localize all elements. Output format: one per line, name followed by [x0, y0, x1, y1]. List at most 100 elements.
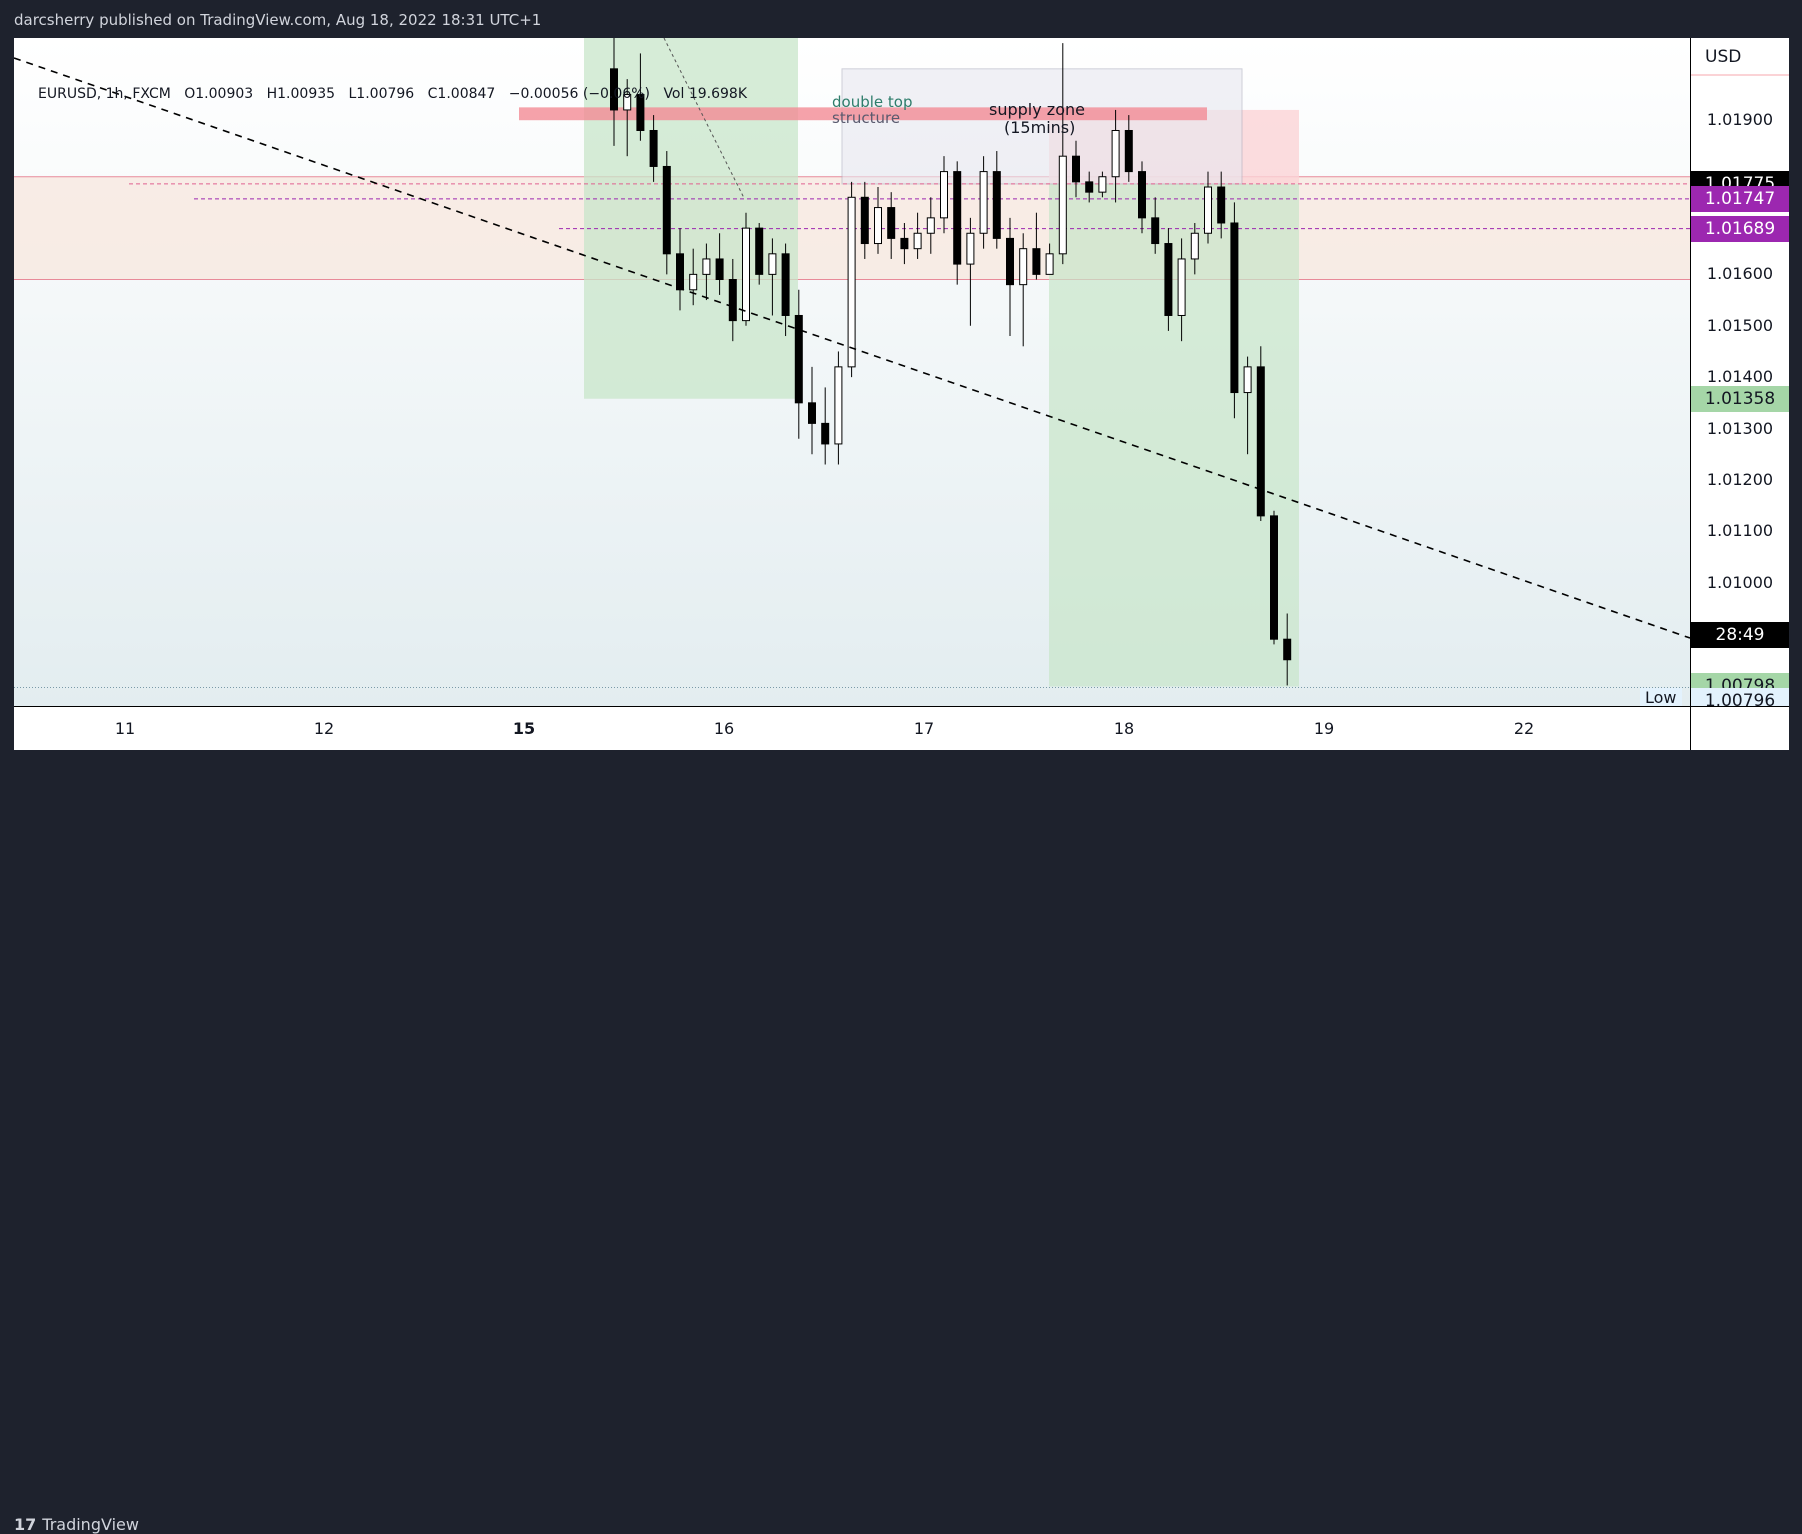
candle-body	[966, 232, 975, 265]
low-label: Low	[1640, 688, 1682, 707]
resistance-bar	[519, 107, 1207, 121]
candle-body	[821, 422, 830, 445]
candle-body	[768, 253, 777, 275]
zone-marker	[1691, 74, 1789, 76]
tv-brand: TradingView	[42, 1515, 139, 1534]
candle-body	[1164, 243, 1173, 316]
legend-close: C1.00847	[427, 86, 496, 102]
time-tick-label: 18	[1113, 719, 1135, 738]
time-tick-label: 22	[1513, 719, 1535, 738]
candle-body	[794, 314, 803, 404]
candle-body	[926, 217, 935, 234]
candle-body	[649, 129, 658, 167]
candle-body	[1217, 186, 1226, 224]
trend-line	[14, 57, 1690, 639]
candle-body	[781, 253, 790, 316]
candle-body	[1190, 232, 1199, 260]
annotation-double-top[interactable]: double top	[832, 93, 913, 111]
price-tick-label: 1.01400	[1706, 367, 1774, 387]
tradingview-logo[interactable]: 17 TradingView	[14, 1515, 139, 1534]
candle-body	[913, 232, 922, 250]
legend-volume: Vol 19.698K	[663, 86, 747, 102]
candle-body	[1045, 253, 1054, 275]
candle-body	[702, 258, 711, 275]
legend-high: H1.00935	[266, 86, 336, 102]
candle-body	[874, 207, 882, 245]
candle-body	[755, 227, 764, 275]
price-tick-label: 1.01300	[1706, 418, 1774, 438]
time-tick-label: 12	[313, 719, 335, 738]
candle-body	[834, 366, 843, 445]
candle-body	[808, 402, 816, 424]
candle-body	[1283, 638, 1292, 661]
candle-body	[1058, 155, 1067, 255]
candle-body	[1138, 171, 1146, 219]
time-tick-label: 17	[913, 719, 935, 738]
price-chart[interactable]	[14, 38, 1690, 706]
candle-body	[1151, 217, 1160, 245]
price-axis[interactable]: USD 1.01900 1.01600 1.01500 1.01400 1.01300 1…	[1690, 38, 1789, 714]
candle-body	[1085, 181, 1094, 193]
footer-bar: 17 TradingView	[0, 750, 1802, 1534]
candle-body	[900, 237, 909, 250]
candle-body	[847, 196, 856, 368]
candle-body	[1032, 248, 1041, 275]
candle-body	[1072, 155, 1080, 183]
candle-body	[1124, 129, 1133, 173]
candle-body	[636, 94, 645, 131]
candle-body	[1177, 258, 1186, 316]
candle-body	[1230, 222, 1239, 394]
price-tag: 1.01747	[1691, 185, 1789, 212]
candle-body	[610, 68, 618, 111]
publisher-bar: darcsherry published on TradingView.com,…	[0, 0, 1802, 38]
legend-low: L1.00796	[348, 86, 415, 102]
candle-body	[1270, 515, 1278, 640]
candle-body	[662, 165, 671, 255]
double-top-box	[841, 68, 1243, 185]
currency-label: USD	[1705, 47, 1742, 67]
candle-body	[676, 253, 684, 291]
countdown-tag: 28:49	[1691, 622, 1789, 648]
price-tick-label: 1.01100	[1706, 521, 1774, 541]
candle-body	[715, 258, 724, 281]
candle-body	[1019, 248, 1028, 286]
candle-body	[1006, 237, 1014, 286]
price-tick-label: 1.01000	[1706, 572, 1774, 592]
candle-body	[1256, 366, 1265, 517]
candle-body	[728, 279, 737, 322]
candle-body	[953, 171, 962, 265]
legend-open: O1.00903	[184, 86, 254, 102]
price-tick-label: 1.01600	[1706, 264, 1774, 284]
candle-body	[979, 171, 988, 234]
price-tag: 1.01358	[1691, 385, 1789, 412]
candle-body	[689, 273, 698, 291]
legend-symbol: EURUSD, 1h, FXCM	[38, 86, 171, 102]
time-tick-label: 15	[512, 719, 536, 738]
time-tick-label: 11	[114, 719, 136, 738]
price-tick-label: 1.01200	[1706, 469, 1774, 489]
annotation-structure[interactable]: structure	[832, 109, 901, 127]
candle-body	[1243, 366, 1252, 394]
chart-pane[interactable]: EURUSD, 1h, FXCM O1.00903 H1.00935 L1.00…	[14, 38, 1690, 706]
annotation-supply-zone[interactable]: supply zone	[989, 100, 1085, 119]
time-axis[interactable]: 11 12 15 16 17 18 19 22	[14, 706, 1690, 751]
publisher-text: darcsherry published on TradingView.com,…	[14, 11, 542, 29]
annotation-supply-zone-timeframe[interactable]: (15mins)	[1004, 118, 1076, 137]
price-tick-label: 1.01900	[1706, 110, 1774, 130]
tv-mark: 17	[14, 1515, 37, 1534]
price-tag: 1.01689	[1691, 215, 1789, 242]
candle-body	[992, 171, 1001, 239]
candle-body	[860, 196, 869, 245]
time-tick-label: 16	[713, 719, 735, 738]
candle-body	[940, 171, 948, 219]
candle-body	[742, 227, 750, 322]
price-tick-label: 1.01500	[1706, 315, 1774, 335]
candle-body	[1204, 186, 1212, 234]
time-tick-label: 19	[1313, 719, 1335, 738]
candle-body	[623, 94, 632, 111]
long-position-box-left	[584, 38, 798, 399]
axis-corner	[1690, 706, 1789, 751]
legend-change: −0.00056 (−0.06%)	[508, 86, 650, 102]
candle-body	[1098, 176, 1107, 193]
candle-body	[887, 207, 896, 239]
